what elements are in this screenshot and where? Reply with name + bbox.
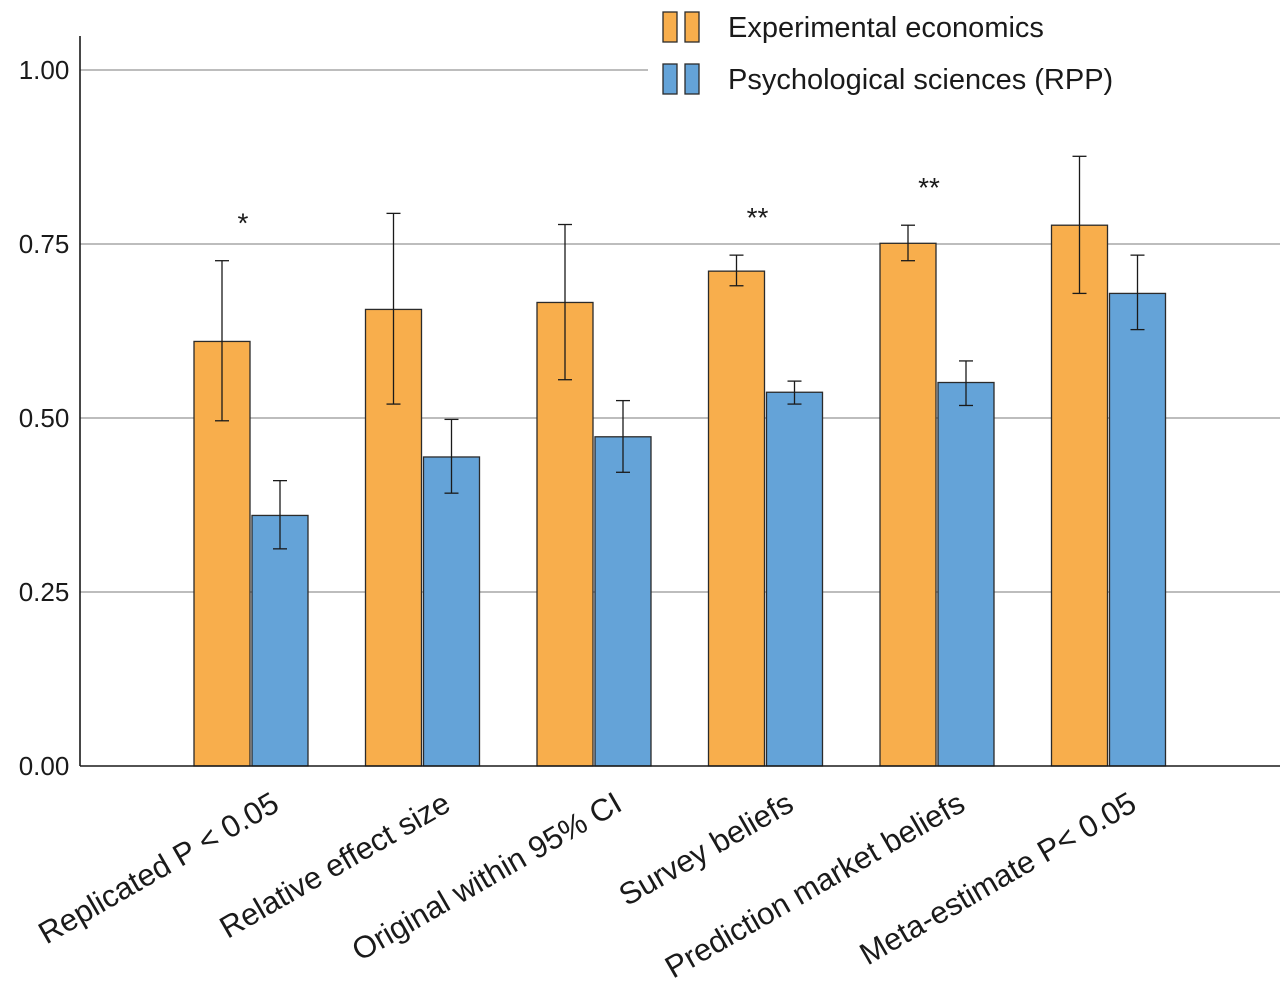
significance-marker: **	[747, 202, 769, 233]
error-bar	[386, 212, 401, 405]
bars	[193, 224, 1167, 767]
legend-swatch	[662, 11, 678, 43]
error-bar	[444, 418, 459, 494]
bar-experimental-economics	[879, 242, 937, 767]
error-bars	[215, 155, 1145, 550]
error-bar	[616, 399, 630, 473]
legend-background	[648, 0, 1280, 108]
significance-marker: **	[918, 172, 940, 203]
bar-psychological-sciences	[1108, 292, 1167, 767]
error-bar	[215, 260, 229, 422]
bar-experimental-economics	[1050, 224, 1109, 767]
error-bar	[787, 380, 802, 405]
legend-swatch	[662, 63, 678, 95]
x-category-label: Meta-estimate P< 0.05	[854, 785, 1142, 972]
bar-experimental-economics	[707, 270, 766, 767]
x-category-label: Original within 95% CI	[346, 785, 628, 968]
bar-psychological-sciences	[422, 456, 481, 767]
x-category-label: Prediction market beliefs	[659, 785, 970, 985]
error-bar	[558, 223, 572, 381]
bar-psychological-sciences	[765, 391, 824, 767]
error-bar	[901, 224, 915, 262]
y-tick-label: 0.75	[19, 229, 70, 259]
bar-psychological-sciences	[594, 436, 652, 767]
error-bar	[1072, 155, 1087, 295]
legend: Experimental economics Psychological scie…	[648, 0, 1280, 108]
error-bar	[273, 479, 287, 550]
y-tick-label: 0.50	[19, 403, 70, 433]
legend-label: Psychological sciences (RPP)	[728, 64, 1113, 96]
significance-marker: *	[238, 208, 249, 239]
error-bar	[729, 254, 744, 287]
y-tick-label: 0.00	[19, 751, 70, 781]
error-bar	[1130, 254, 1145, 331]
legend-swatch	[684, 11, 700, 43]
y-tick-label: 1.00	[19, 55, 70, 85]
y-tick-label: 0.25	[19, 577, 70, 607]
error-bar	[959, 360, 973, 407]
legend-swatch	[684, 63, 700, 95]
bar-psychological-sciences	[251, 514, 309, 767]
axes	[79, 36, 1280, 767]
bar-psychological-sciences	[937, 381, 995, 767]
legend-label: Experimental economics	[728, 12, 1044, 44]
